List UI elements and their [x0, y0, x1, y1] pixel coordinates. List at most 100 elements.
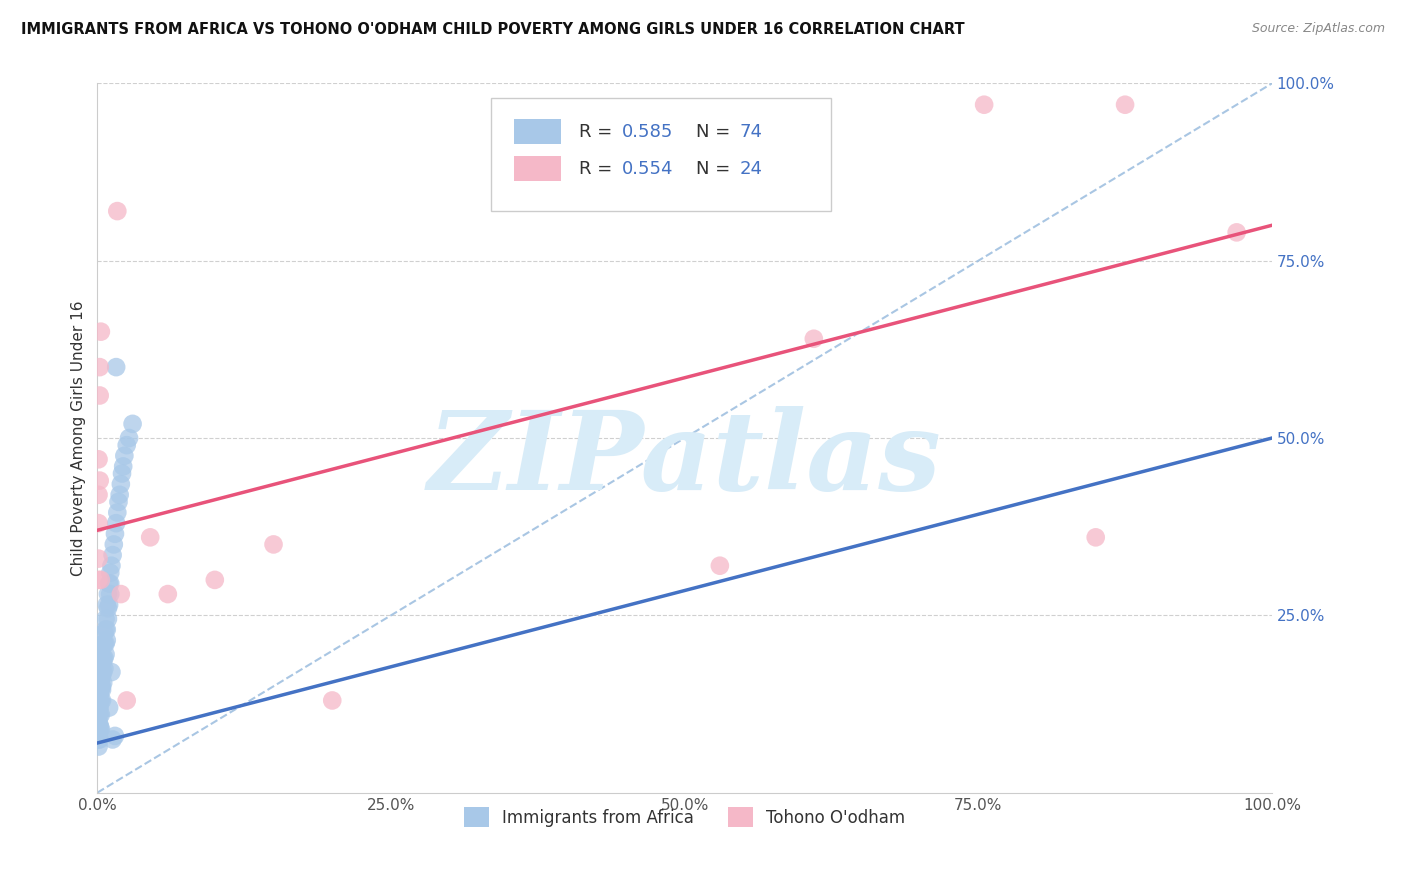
Point [101, 548, 124, 562]
Point [91, 655, 114, 669]
Point [1226, 226, 1249, 240]
Point [709, 558, 731, 573]
Point [90, 707, 112, 722]
Point [94, 637, 117, 651]
Point [100, 665, 122, 679]
Point [115, 693, 138, 707]
Point [91, 682, 114, 697]
Point [89, 732, 111, 747]
Point [93, 661, 115, 675]
Point [98, 566, 121, 580]
Point [110, 587, 132, 601]
Point [94, 623, 117, 637]
Point [101, 732, 124, 747]
Point [87, 452, 110, 467]
Point [89, 718, 111, 732]
Point [105, 506, 128, 520]
Point [91, 665, 114, 679]
Point [91, 693, 114, 707]
Point [87, 488, 110, 502]
Point [93, 651, 115, 665]
Point [156, 587, 179, 601]
Point [98, 576, 121, 591]
Text: Source: ZipAtlas.com: Source: ZipAtlas.com [1251, 22, 1385, 36]
Point [91, 661, 114, 675]
Point [91, 651, 114, 665]
Point [87, 739, 110, 754]
Text: 24: 24 [740, 160, 763, 178]
Point [93, 626, 115, 640]
Point [91, 668, 114, 682]
Point [110, 477, 132, 491]
Point [973, 97, 995, 112]
Point [105, 516, 128, 530]
Text: 0.585: 0.585 [623, 123, 673, 141]
Point [87, 707, 110, 722]
Point [97, 587, 120, 601]
Point [87, 516, 110, 530]
Point [89, 675, 111, 690]
Point [121, 417, 143, 431]
Point [94, 612, 117, 626]
Point [105, 204, 128, 219]
Point [803, 332, 825, 346]
Point [89, 388, 111, 402]
Point [91, 637, 114, 651]
Point [89, 474, 111, 488]
Point [321, 693, 343, 707]
Point [89, 707, 111, 722]
Legend: Immigrants from Africa, Tohono O'odham: Immigrants from Africa, Tohono O'odham [457, 800, 912, 834]
Point [87, 718, 110, 732]
Point [87, 725, 110, 739]
Point [1114, 97, 1136, 112]
Point [115, 438, 138, 452]
Point [90, 722, 112, 736]
Point [98, 598, 121, 612]
FancyBboxPatch shape [491, 97, 831, 211]
Point [87, 732, 110, 747]
Text: 74: 74 [740, 123, 763, 141]
Point [104, 526, 127, 541]
Point [204, 573, 226, 587]
Point [139, 530, 162, 544]
Text: N =: N = [696, 123, 737, 141]
Point [87, 551, 110, 566]
Point [98, 587, 121, 601]
FancyBboxPatch shape [515, 156, 561, 181]
Point [87, 682, 110, 697]
Point [98, 700, 121, 714]
Text: R =: R = [579, 160, 617, 178]
Point [89, 722, 111, 736]
Point [118, 431, 141, 445]
Point [87, 573, 110, 587]
Text: N =: N = [696, 160, 737, 178]
Point [105, 360, 128, 375]
Text: 0.554: 0.554 [623, 160, 673, 178]
Point [89, 700, 111, 714]
Point [97, 601, 120, 615]
Text: ZIPatlas: ZIPatlas [427, 406, 942, 513]
Point [1084, 530, 1107, 544]
Point [107, 495, 129, 509]
Point [100, 558, 122, 573]
Point [90, 693, 112, 707]
Point [91, 651, 114, 665]
Point [87, 700, 110, 714]
Point [87, 714, 110, 729]
Point [104, 729, 127, 743]
Point [91, 679, 114, 693]
Point [89, 360, 111, 375]
Point [112, 459, 135, 474]
Point [87, 729, 110, 743]
Y-axis label: Child Poverty Among Girls Under 16: Child Poverty Among Girls Under 16 [72, 301, 86, 576]
Text: IMMIGRANTS FROM AFRICA VS TOHONO O'ODHAM CHILD POVERTY AMONG GIRLS UNDER 16 CORR: IMMIGRANTS FROM AFRICA VS TOHONO O'ODHAM… [21, 22, 965, 37]
Point [90, 682, 112, 697]
Point [96, 598, 118, 612]
Point [111, 467, 134, 481]
Point [89, 693, 111, 707]
Point [90, 665, 112, 679]
Point [108, 488, 131, 502]
Point [112, 449, 135, 463]
Point [90, 675, 112, 690]
Point [96, 633, 118, 648]
